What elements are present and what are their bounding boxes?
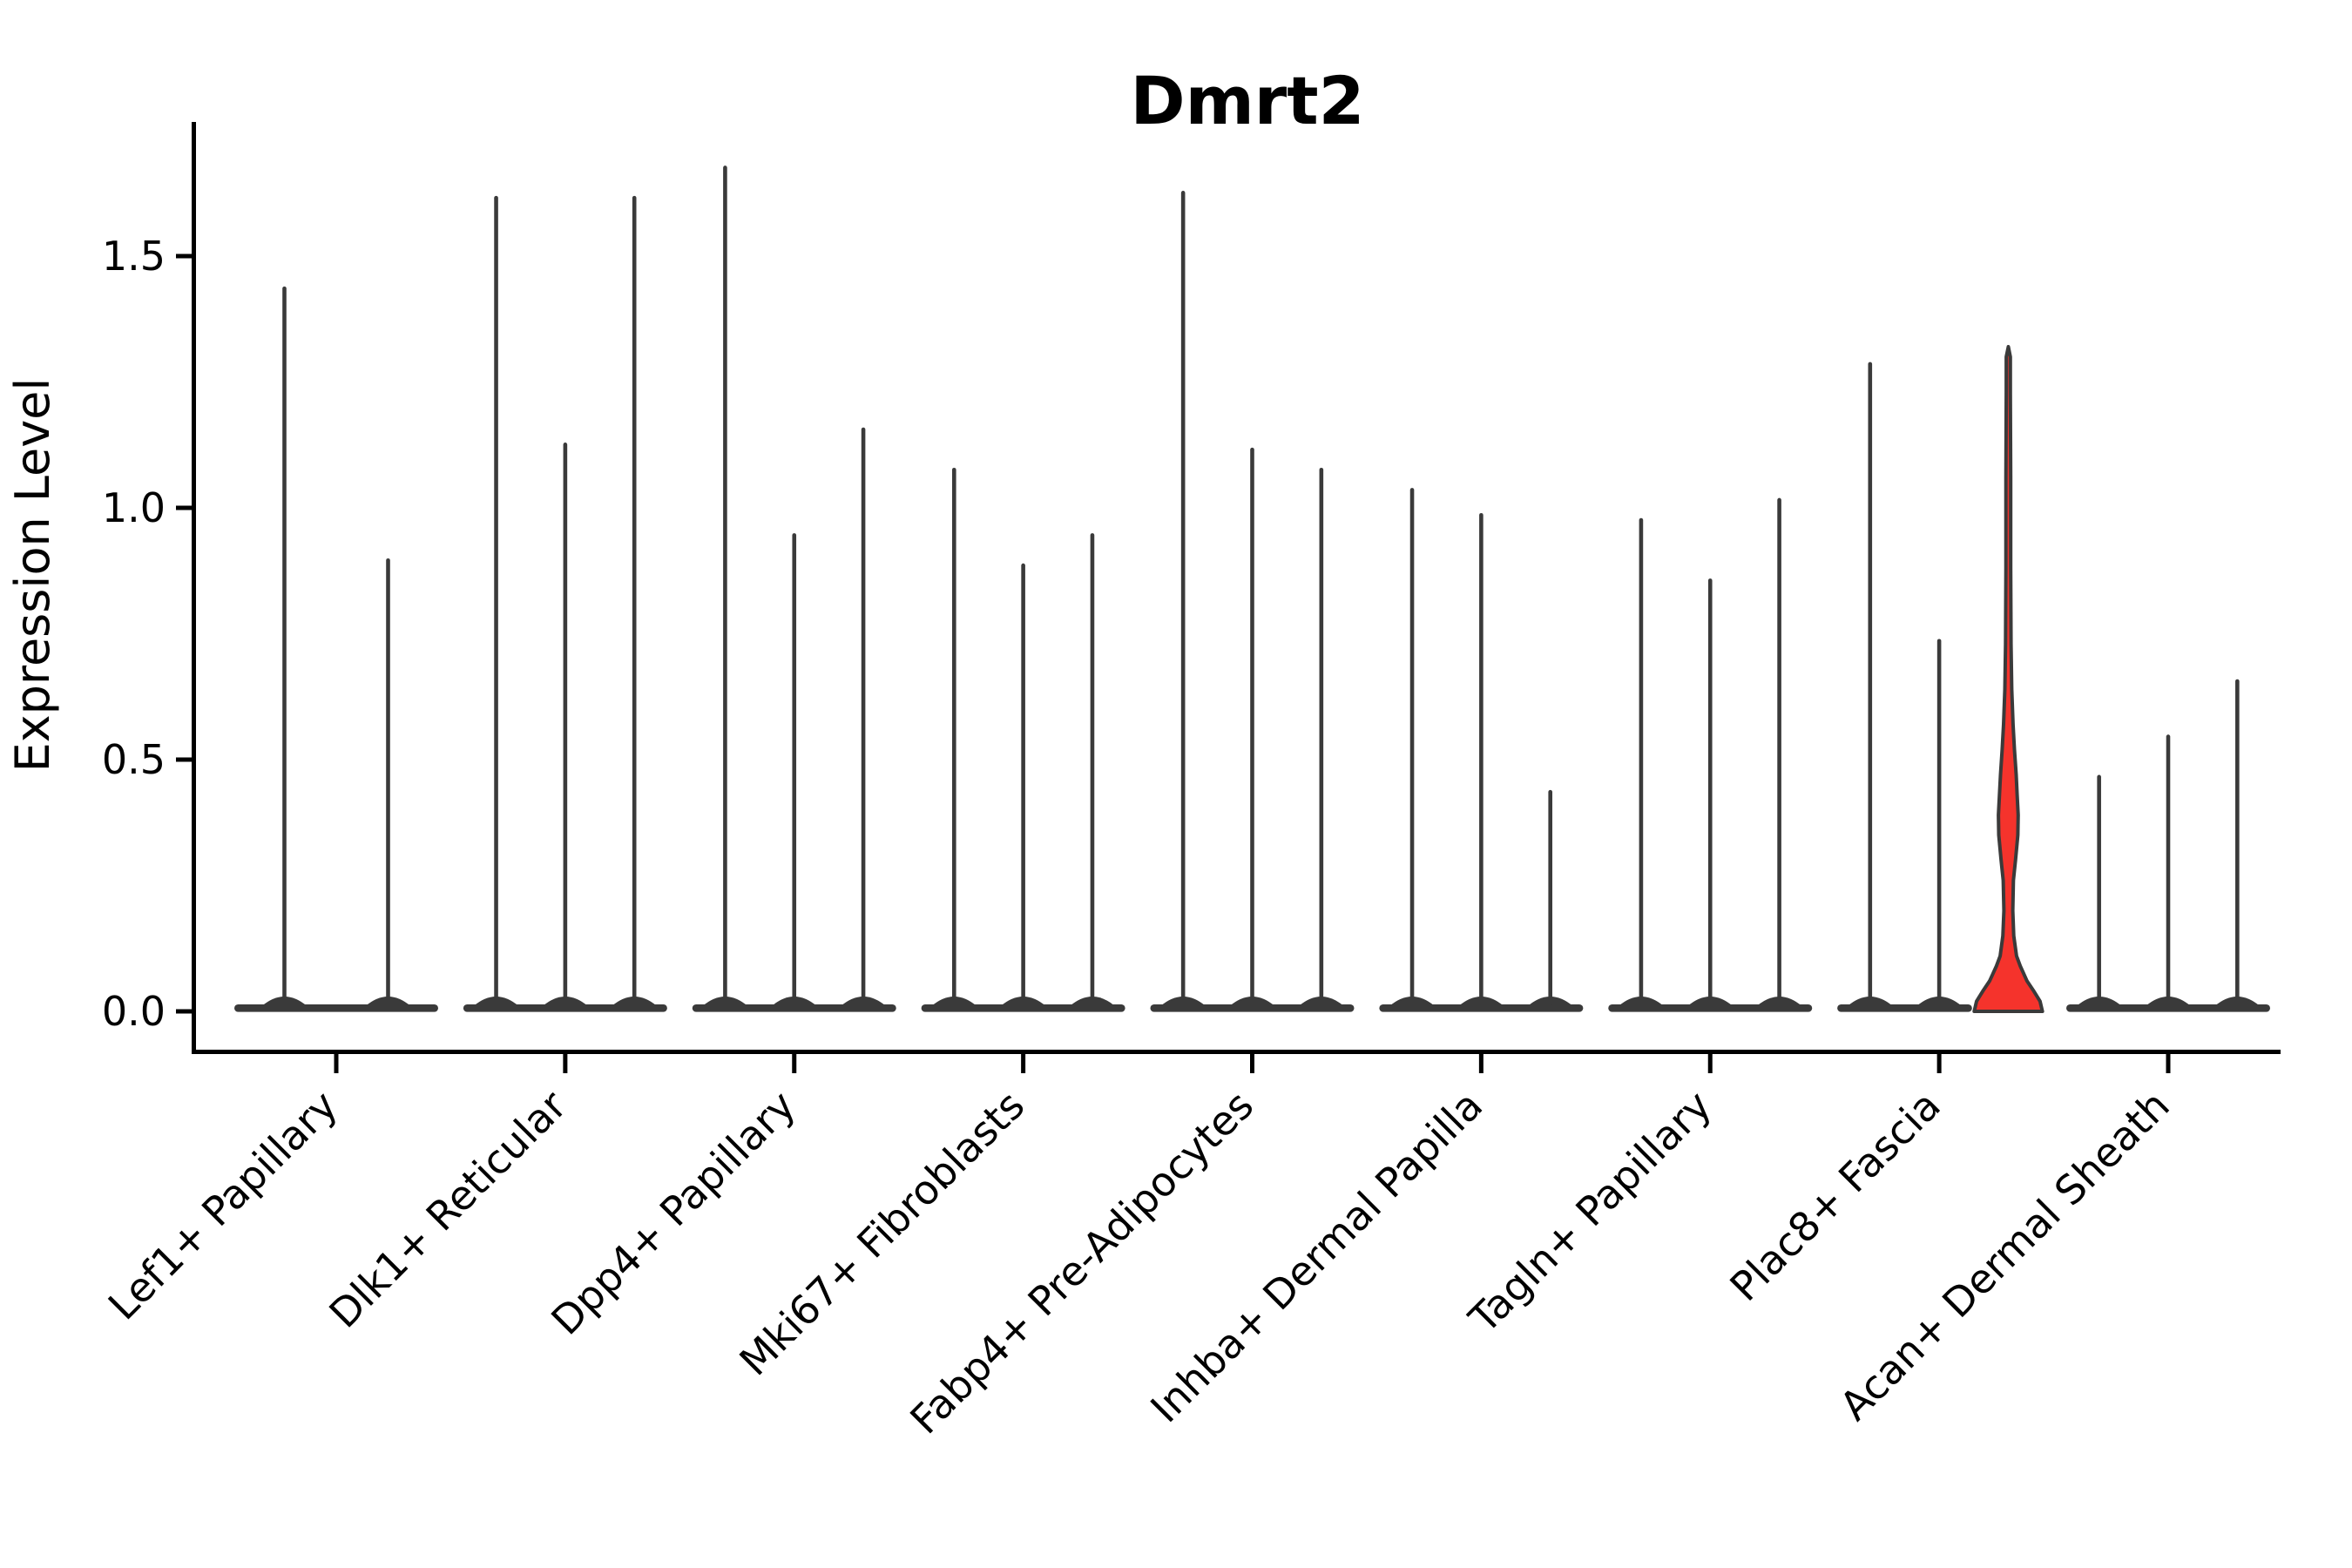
y-tick bbox=[176, 1009, 192, 1014]
violin-group bbox=[2066, 679, 2270, 1012]
violin-group bbox=[921, 467, 1125, 1012]
x-tick-label: Lef1+ Papillary bbox=[99, 1082, 347, 1329]
highlighted-violin bbox=[1972, 345, 2044, 1013]
y-tick-label: 1.5 bbox=[102, 233, 166, 280]
violin-group bbox=[692, 166, 896, 1012]
y-tick bbox=[176, 505, 192, 510]
violin-group bbox=[1608, 497, 1813, 1012]
violin-group bbox=[1379, 488, 1584, 1012]
plot-title: Dmrt2 bbox=[1131, 62, 1365, 139]
violins-layer bbox=[234, 166, 2270, 1013]
y-axis-label: Expression Level bbox=[5, 378, 60, 773]
y-tick-label: 0.5 bbox=[102, 736, 166, 783]
y-tick-label: 0.0 bbox=[102, 988, 166, 1035]
x-tick bbox=[1250, 1054, 1254, 1073]
violin-group bbox=[1150, 191, 1355, 1012]
x-tick bbox=[1021, 1054, 1026, 1073]
x-tick bbox=[2166, 1054, 2171, 1073]
x-tick-label: Dlk1+ Reticular bbox=[320, 1082, 575, 1337]
x-tick-label: Plac8+ Fascia bbox=[1721, 1082, 1950, 1310]
x-tick bbox=[1478, 1054, 1484, 1073]
y-tick-label: 1.0 bbox=[102, 484, 166, 531]
x-tick bbox=[563, 1054, 568, 1073]
violin-group bbox=[1837, 345, 2044, 1013]
y-axis-spine bbox=[192, 122, 196, 1054]
x-tick bbox=[1707, 1054, 1713, 1073]
y-tick bbox=[176, 253, 192, 259]
y-tick bbox=[176, 757, 192, 762]
x-axis-spine bbox=[192, 1050, 2281, 1054]
x-tick-label: Tagln+ Papillary bbox=[1459, 1082, 1720, 1343]
violin-group bbox=[234, 286, 438, 1012]
x-tick-label: Dpp4+ Papillary bbox=[542, 1082, 804, 1344]
x-tick bbox=[1936, 1054, 1942, 1073]
violin-group bbox=[463, 195, 667, 1012]
x-tick bbox=[334, 1054, 339, 1073]
x-tick bbox=[792, 1054, 797, 1073]
